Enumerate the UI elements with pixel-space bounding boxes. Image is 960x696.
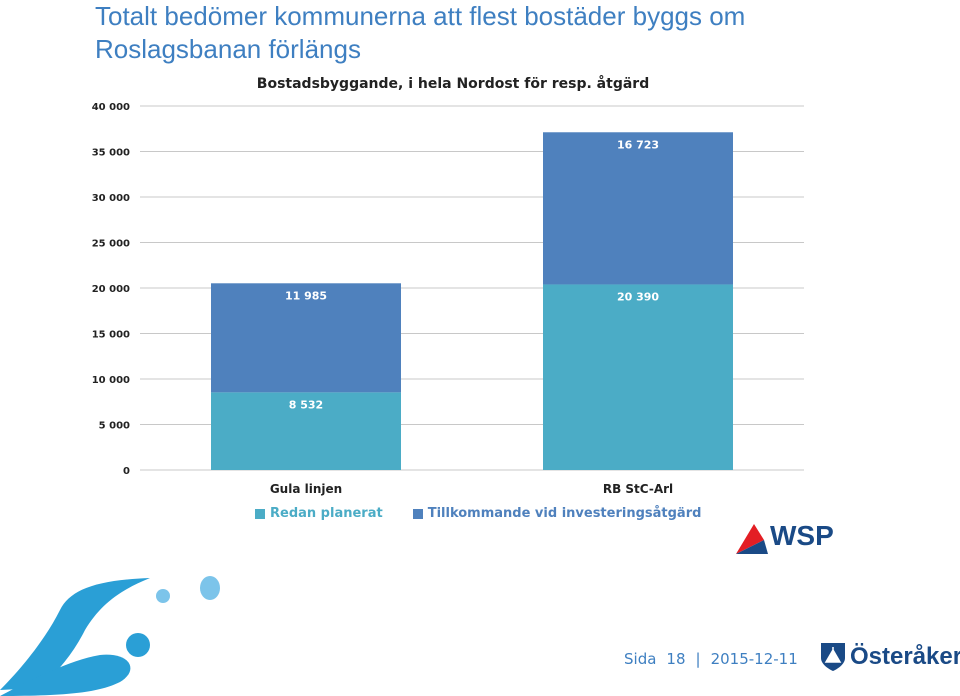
stacked-bar-chart: Bostadsbyggande, i hela Nordost för resp… <box>92 75 804 496</box>
wsp-logo: WSP <box>736 520 834 554</box>
y-tick-label: 40 000 <box>92 102 130 113</box>
x-tick-label: Gula linjen <box>270 482 342 496</box>
water-splash-graphic <box>0 576 220 696</box>
legend-label-tillkommande: Tillkommande vid investeringsåtgärd <box>427 506 702 521</box>
footer: Sida 18 | 2015-12-11 <box>624 650 798 668</box>
chart-legend: Redan planerat Tillkommande vid invester… <box>255 506 701 521</box>
y-tick-label: 0 <box>123 466 130 477</box>
legend-item-redan-planerat: Redan planerat <box>255 506 383 521</box>
footer-date: 2015-12-11 <box>710 650 798 668</box>
bar-data-label: 16 723 <box>617 138 659 151</box>
wsp-logo-text: WSP <box>770 520 834 551</box>
splash-drop-far <box>200 576 220 600</box>
splash-wave-lower <box>0 654 131 696</box>
footer-page-label: Sida <box>624 650 657 668</box>
bars: 8 532 11 985 20 390 16 723 <box>211 132 733 470</box>
legend-label-redan-planerat: Redan planerat <box>270 506 383 521</box>
bar-segment <box>543 132 733 285</box>
footer-separator: | <box>695 650 701 668</box>
y-tick-label: 30 000 <box>92 193 130 204</box>
legend-swatch-tillkommande <box>412 508 423 519</box>
chart-title: Bostadsbyggande, i hela Nordost för resp… <box>257 75 649 92</box>
legend-swatch-redan-planerat <box>255 508 265 519</box>
osteraker-logo: Österåker <box>820 642 960 672</box>
y-axis-tick-labels: 0 5 000 10 000 15 000 20 000 25 000 30 000 35 0… <box>92 102 130 477</box>
y-tick-label: 10 000 <box>92 375 130 386</box>
bar-data-label: 11 985 <box>285 289 327 302</box>
slide-title: Totalt bedömer kommunerna att flest bost… <box>95 1 746 64</box>
y-tick-label: 20 000 <box>92 284 130 295</box>
osteraker-name: Österåker <box>850 643 960 670</box>
splash-wave <box>0 578 150 690</box>
bar-data-label: 8 532 <box>289 398 323 411</box>
y-tick-label: 15 000 <box>92 330 130 341</box>
y-tick-label: 35 000 <box>92 148 130 159</box>
bar-segment <box>543 284 733 470</box>
legend-item-tillkommande: Tillkommande vid investeringsåtgärd <box>412 506 702 521</box>
x-tick-label: RB StC-Arl <box>603 482 673 496</box>
bar-data-label: 20 390 <box>617 290 659 303</box>
footer-page-number: 18 <box>666 650 686 668</box>
bar-segment <box>211 283 401 393</box>
splash-drop-small <box>156 589 170 603</box>
wsp-logo-mark-red <box>736 524 764 554</box>
bar-segment <box>211 392 401 470</box>
osteraker-shield-icon <box>821 643 845 671</box>
y-tick-label: 25 000 <box>92 239 130 250</box>
wsp-logo-mark-blue <box>736 540 768 554</box>
y-tick-label: 5 000 <box>99 421 130 432</box>
x-axis-tick-labels: Gula linjen RB StC-Arl <box>270 482 673 496</box>
splash-drop-large <box>126 633 150 657</box>
